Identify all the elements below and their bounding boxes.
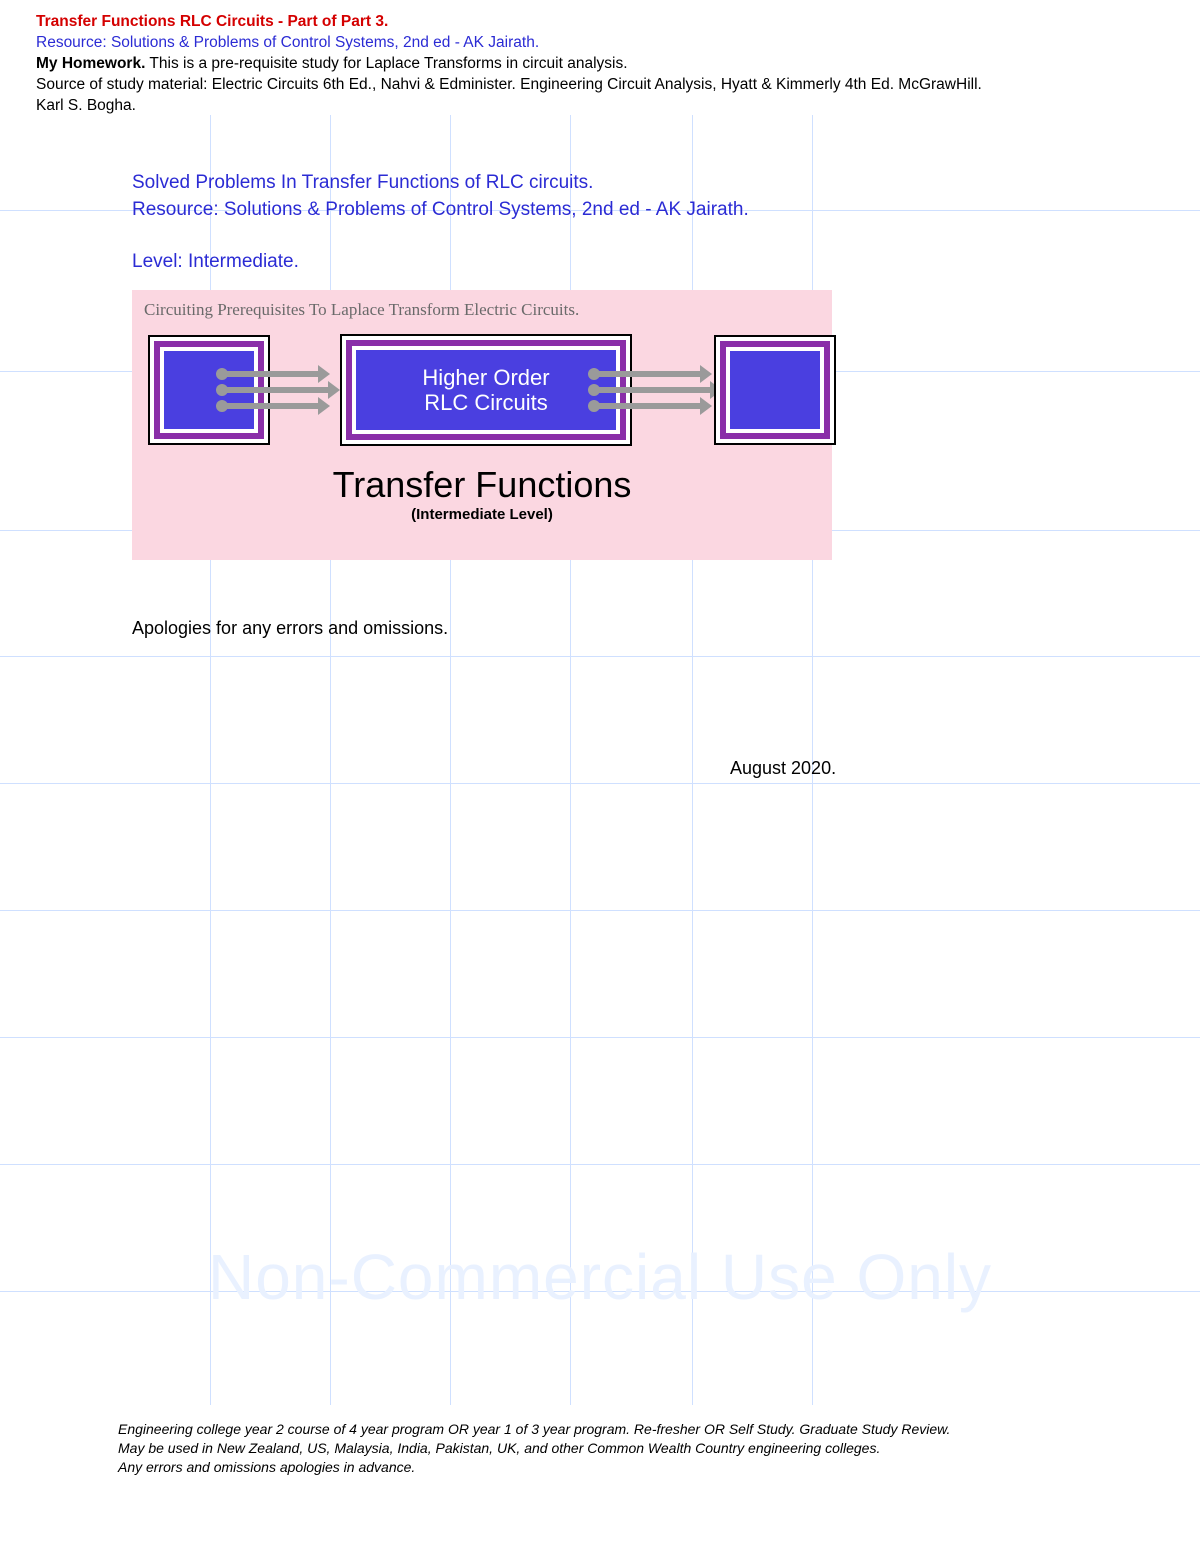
doc-author: Karl S. Bogha. — [36, 96, 1164, 117]
diagram-title: Transfer Functions (Intermediate Level) — [144, 464, 820, 523]
diagram-panel: Circuiting Prerequisites To Laplace Tran… — [132, 290, 832, 560]
intro-line2: Resource: Solutions & Problems of Contro… — [132, 197, 1082, 224]
diagram-caption: Circuiting Prerequisites To Laplace Tran… — [144, 300, 820, 320]
doc-resource: Resource: Solutions & Problems of Contro… — [36, 33, 1164, 54]
diagram-row: Higher Order RLC Circuits — [144, 330, 820, 450]
diagram-title-sub: (Intermediate Level) — [144, 506, 820, 523]
doc-homework: My Homework. This is a pre-requisite stu… — [36, 54, 1164, 75]
center-label-line1: Higher Order — [422, 365, 549, 390]
left-block — [148, 335, 270, 445]
doc-title: Transfer Functions RLC Circuits - Part o… — [36, 12, 1164, 33]
footer-line2: May be used in New Zealand, US, Malaysia… — [118, 1439, 1078, 1458]
document-header: Transfer Functions RLC Circuits - Part o… — [0, 0, 1200, 125]
date-text: August 2020. — [730, 758, 836, 779]
doc-source: Source of study material: Electric Circu… — [36, 75, 1164, 96]
footer-block: Engineering college year 2 course of 4 y… — [118, 1420, 1078, 1477]
intro-level: Level: Intermediate. — [132, 251, 1082, 273]
homework-label: My Homework. — [36, 55, 145, 72]
homework-body: This is a pre-requisite study for Laplac… — [145, 55, 627, 72]
apology-text: Apologies for any errors and omissions. — [132, 618, 448, 639]
center-block: Higher Order RLC Circuits — [340, 334, 632, 446]
arrows-right — [590, 361, 710, 419]
intro-block: Solved Problems In Transfer Functions of… — [132, 170, 1082, 273]
intro-line1: Solved Problems In Transfer Functions of… — [132, 170, 1082, 197]
diagram-title-big: Transfer Functions — [144, 464, 820, 506]
arrows-left — [218, 361, 328, 419]
right-block — [714, 335, 836, 445]
center-label-line2: RLC Circuits — [422, 390, 549, 415]
footer-line1: Engineering college year 2 course of 4 y… — [118, 1420, 1078, 1439]
footer-line3: Any errors and omissions apologies in ad… — [118, 1458, 1078, 1477]
